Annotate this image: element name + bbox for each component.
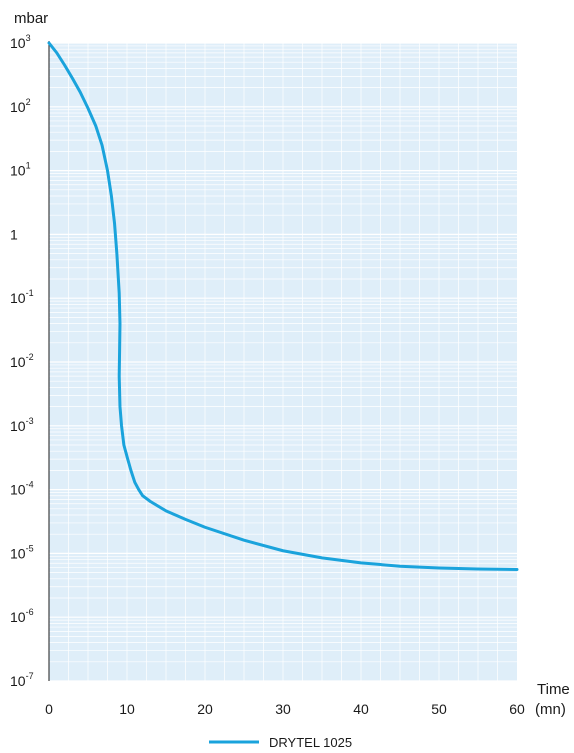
legend-label: DRYTEL 1025: [269, 735, 352, 750]
y-tick-labels: 103 102 101 1 10-1 10-2 10-3 10-4 10-5 10-6 10-7: [10, 33, 34, 689]
y-axis-label: mbar: [14, 10, 48, 27]
x-tick-labels: 0 10 20 30 40 50 60: [45, 701, 525, 717]
y-tick-label: 102: [10, 97, 31, 115]
y-tick-label: 10-2: [10, 352, 34, 370]
x-tick-label: 30: [275, 701, 291, 717]
x-tick-label: 50: [431, 701, 447, 717]
x-axis-label: Time: [537, 681, 570, 698]
x-tick-label: 10: [119, 701, 135, 717]
y-tick-label: 10-6: [10, 607, 34, 625]
y-tick-label: 101: [10, 161, 31, 179]
y-tick-label: 10-5: [10, 543, 34, 561]
y-tick-label: 10-4: [10, 480, 34, 498]
x-tick-label: 0: [45, 701, 53, 717]
series-layer: [47, 41, 519, 571]
y-tick-label: 10-3: [10, 416, 34, 434]
y-tick-label: 1: [10, 226, 18, 242]
x-tick-label: 60: [509, 701, 525, 717]
x-tick-label: 40: [353, 701, 369, 717]
y-tick-label: 10-7: [10, 671, 34, 689]
series-line: [47, 41, 519, 571]
x-axis-unit: (mn): [535, 701, 566, 718]
legend: DRYTEL 1025: [209, 735, 352, 750]
x-tick-label: 20: [197, 701, 213, 717]
y-tick-label: 103: [10, 33, 31, 51]
gridlines: [49, 42, 517, 682]
y-tick-label: 10-1: [10, 288, 34, 306]
